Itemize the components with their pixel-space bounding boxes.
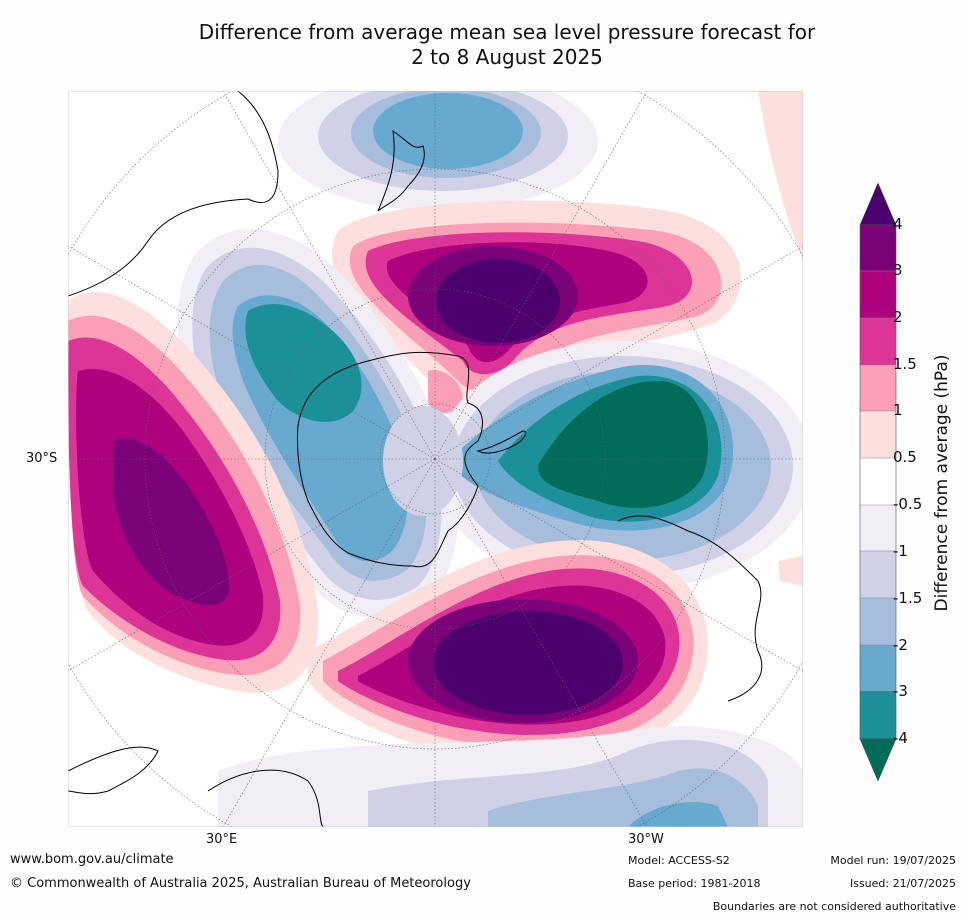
map-svg [68, 91, 803, 827]
anomaly-low-top [278, 91, 598, 211]
colorbar-tick-1.5: 1.5 [893, 355, 917, 373]
colorbar-band-neg1.5-neg2 [860, 598, 896, 645]
footer-model-run: Model run: 19/07/2025 [830, 854, 956, 867]
footer-base-period: Base period: 1981-2018 [628, 877, 761, 890]
map-title: Difference from average mean sea level p… [0, 20, 965, 70]
colorbar-tick-1: 1 [893, 401, 903, 419]
colorbar-band-2-3 [860, 271, 896, 318]
footer-issued: Issued: 21/07/2025 [849, 877, 956, 890]
graticule [68, 91, 803, 827]
footer-url[interactable]: www.bom.gov.au/climate [10, 852, 174, 867]
coastlines [68, 91, 763, 827]
lon-label-30e: 30°E [206, 832, 238, 847]
title-line-1: Difference from average mean sea level p… [198, 20, 816, 44]
antarctic-peninsula-coast [476, 430, 527, 454]
title-line-2: 2 to 8 August 2025 [411, 45, 603, 69]
south-america-coast [617, 515, 763, 702]
anomaly-top-right [758, 91, 803, 586]
colorbar-tick-neg2: -2 [893, 636, 908, 654]
anomaly-low-antarctic [177, 229, 463, 619]
pressure-anomaly-map [68, 91, 803, 827]
antarctica-coast [297, 351, 483, 568]
anomaly-low-east [433, 341, 803, 591]
colorbar-band-1.5-2 [860, 318, 896, 365]
colorbar-band-1-1.5 [860, 365, 896, 411]
anomaly-high-centre [332, 200, 741, 415]
colorbar-tick-3: 3 [893, 261, 903, 279]
australia-coast [68, 91, 279, 297]
footer-disclaimer: Boundaries are not considered authoritat… [712, 900, 956, 913]
anomaly-high-southeast [308, 540, 708, 761]
colorbar-band-3-4 [860, 225, 896, 271]
new-zealand-coast [377, 129, 425, 212]
colorbar-band-neg0.5-neg1 [860, 505, 896, 551]
colorbar-tick-neg3: -3 [893, 682, 908, 700]
colorbar-tick-neg4: -4 [893, 729, 908, 747]
colorbar-band-neg1-neg1.5 [860, 551, 896, 598]
colorbar-tick-neg1: -1 [893, 542, 908, 560]
colorbar-tick-2: 2 [893, 308, 903, 326]
colorbar-label: Difference from average (hPa) [932, 354, 952, 612]
anomaly-high-southwest [68, 291, 319, 693]
colorbar-tick-neg1.5: -1.5 [893, 589, 923, 607]
colorbar-top-arrow [859, 182, 897, 226]
africa-coast [68, 746, 159, 795]
colorbar-tick-4: 4 [893, 215, 903, 233]
colorbar-band-0.5-1 [860, 411, 896, 458]
colorbar-tick-0.5: 0.5 [893, 448, 917, 466]
colorbar-band-neg2-neg3 [860, 645, 896, 691]
colorbar-band-neg3-neg4 [860, 691, 896, 739]
footer-copyright: © Commonwealth of Australia 2025, Austra… [10, 876, 471, 891]
lon-label-30w: 30°W [628, 832, 664, 847]
colorbar-band-neutral [860, 458, 896, 505]
footer-model: Model: ACCESS-S2 [628, 854, 730, 867]
anomaly-low-bottom [218, 726, 803, 827]
colorbar-tick-neg0.5: -0.5 [893, 495, 923, 513]
lat-label-30s: 30°S [26, 451, 58, 466]
colorbar-bottom-arrow [859, 738, 897, 782]
africa-coast-2 [207, 769, 324, 827]
